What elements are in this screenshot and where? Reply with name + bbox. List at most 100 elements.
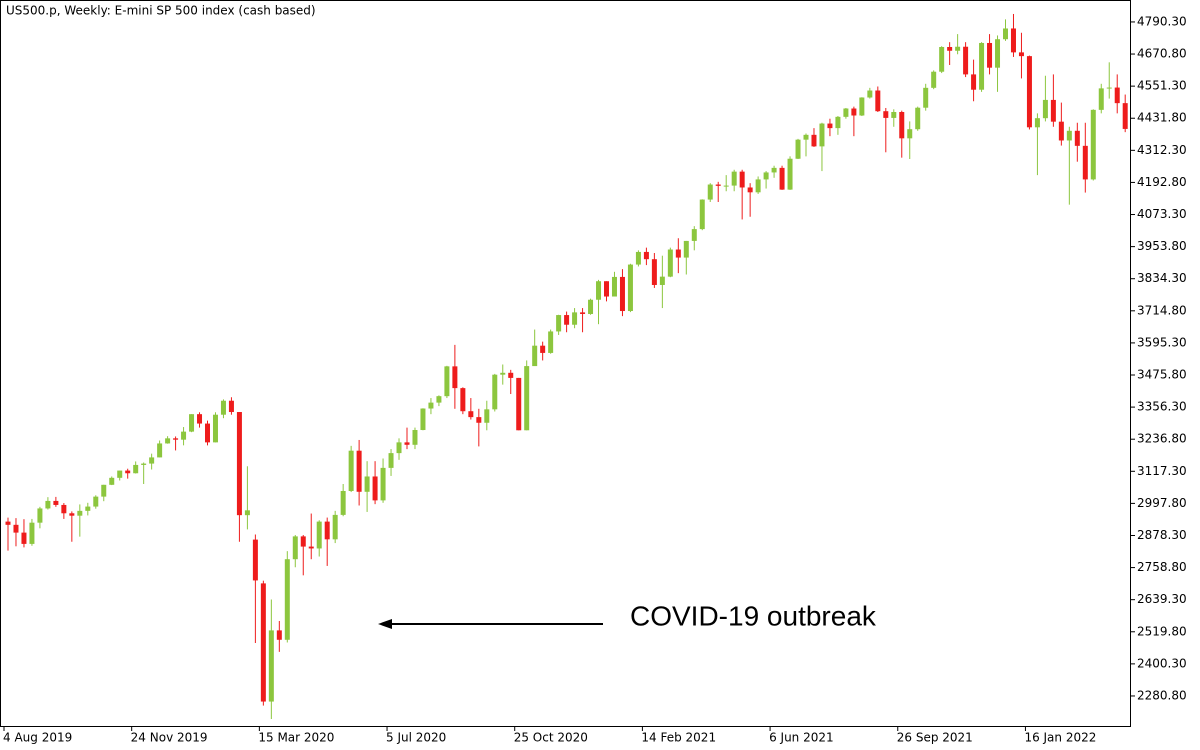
candle-body xyxy=(1003,28,1008,40)
candle-body xyxy=(1042,99,1048,119)
candle-body xyxy=(228,400,234,413)
candle-body xyxy=(69,513,75,516)
x-tick-label: 16 Jan 2022 xyxy=(1024,731,1096,745)
candle-body xyxy=(157,443,163,458)
candle-body xyxy=(380,467,386,501)
candle-body xyxy=(77,510,83,516)
candle-body xyxy=(500,372,506,375)
candle-body xyxy=(596,281,602,300)
candle-body xyxy=(1010,28,1016,53)
y-tick-label: 2519.80 xyxy=(1137,624,1187,638)
candle-body xyxy=(356,450,362,492)
candle-body xyxy=(388,453,394,468)
candle-body xyxy=(316,521,322,549)
y-tick-label: 3356.30 xyxy=(1137,400,1187,414)
y-tick-label: 3595.30 xyxy=(1137,335,1187,349)
y-tick-label: 4431.80 xyxy=(1137,111,1187,125)
candle-body xyxy=(739,171,745,188)
candle-body xyxy=(149,457,155,464)
candle-body xyxy=(141,463,147,465)
candle-body xyxy=(484,409,490,423)
candle-body xyxy=(803,134,809,140)
candle-body xyxy=(212,414,218,443)
candle-body xyxy=(125,470,131,474)
candle-body xyxy=(580,312,586,314)
candle-body xyxy=(412,430,418,445)
candle-body xyxy=(532,345,538,367)
candle-body xyxy=(540,345,546,353)
candle-body xyxy=(332,514,338,540)
candle-body xyxy=(763,172,769,180)
candle-body xyxy=(875,90,881,112)
candle-body xyxy=(635,251,641,265)
candle-body xyxy=(572,312,578,325)
candle-body xyxy=(420,408,426,431)
y-tick-label: 2400.30 xyxy=(1137,656,1187,670)
candle-body xyxy=(268,630,274,702)
x-tick-label: 14 Feb 2021 xyxy=(641,731,716,745)
candle-body xyxy=(715,184,721,186)
y-tick-label: 4551.30 xyxy=(1137,79,1187,93)
candle-body xyxy=(899,112,905,139)
candle-body xyxy=(564,315,570,325)
candle-body xyxy=(939,47,945,72)
candle-body xyxy=(979,42,985,90)
candle-body xyxy=(109,477,115,485)
candle-body xyxy=(1090,109,1096,180)
candle-body xyxy=(428,402,434,409)
candle-body xyxy=(723,185,729,187)
candle-body xyxy=(907,129,913,139)
candle-body xyxy=(787,158,793,190)
candle-body xyxy=(61,504,67,514)
candle-body xyxy=(619,276,625,312)
x-tick-label: 25 Oct 2020 xyxy=(514,731,588,745)
candle-body xyxy=(1066,130,1072,141)
candle-body xyxy=(189,414,195,432)
y-tick-label: 3834.30 xyxy=(1137,271,1187,285)
candle-body xyxy=(165,438,171,444)
y-tick-label: 4670.80 xyxy=(1137,47,1187,61)
candle-body xyxy=(476,417,482,423)
candle-body xyxy=(835,116,841,129)
candle-body xyxy=(659,276,665,285)
candle-body xyxy=(133,464,139,474)
annotation: COVID-19 outbreak xyxy=(630,600,877,631)
x-tick-label: 26 Sep 2021 xyxy=(897,731,973,745)
candle-body xyxy=(468,411,474,418)
candle-body xyxy=(276,630,282,640)
candle-body xyxy=(452,366,458,389)
candle-body xyxy=(444,366,450,397)
candle-body xyxy=(117,470,123,478)
candle-body xyxy=(1026,56,1032,128)
candle-body xyxy=(955,46,961,51)
candle-body xyxy=(675,249,681,258)
plot-frame xyxy=(0,0,1131,727)
candle-body xyxy=(1018,52,1024,57)
y-tick-label: 4192.80 xyxy=(1137,175,1187,189)
x-tick-label: 6 Jun 2021 xyxy=(769,731,834,745)
candle-body xyxy=(173,438,179,440)
candle-body xyxy=(931,71,937,88)
candle-body xyxy=(1098,88,1104,110)
candle-body xyxy=(396,442,402,454)
candle-body xyxy=(987,42,993,68)
candle-body xyxy=(1034,118,1040,128)
candle-body xyxy=(244,510,250,516)
candle-body xyxy=(651,259,657,285)
candle-body xyxy=(747,187,753,193)
candle-body xyxy=(1114,87,1120,104)
candle-body xyxy=(795,139,801,159)
candle-body xyxy=(604,281,609,297)
candle-body xyxy=(819,123,825,147)
candle-body xyxy=(5,521,11,525)
candle-body xyxy=(508,372,514,378)
y-tick-label: 4073.30 xyxy=(1137,207,1187,221)
candle-body xyxy=(13,524,19,533)
candle-body xyxy=(324,521,330,540)
chart-title: US500.p, Weekly: E-mini SP 500 index (ca… xyxy=(6,4,316,18)
candle-body xyxy=(45,500,51,509)
candle-body xyxy=(436,396,442,403)
candle-body xyxy=(308,546,314,549)
candle-body xyxy=(556,315,562,332)
